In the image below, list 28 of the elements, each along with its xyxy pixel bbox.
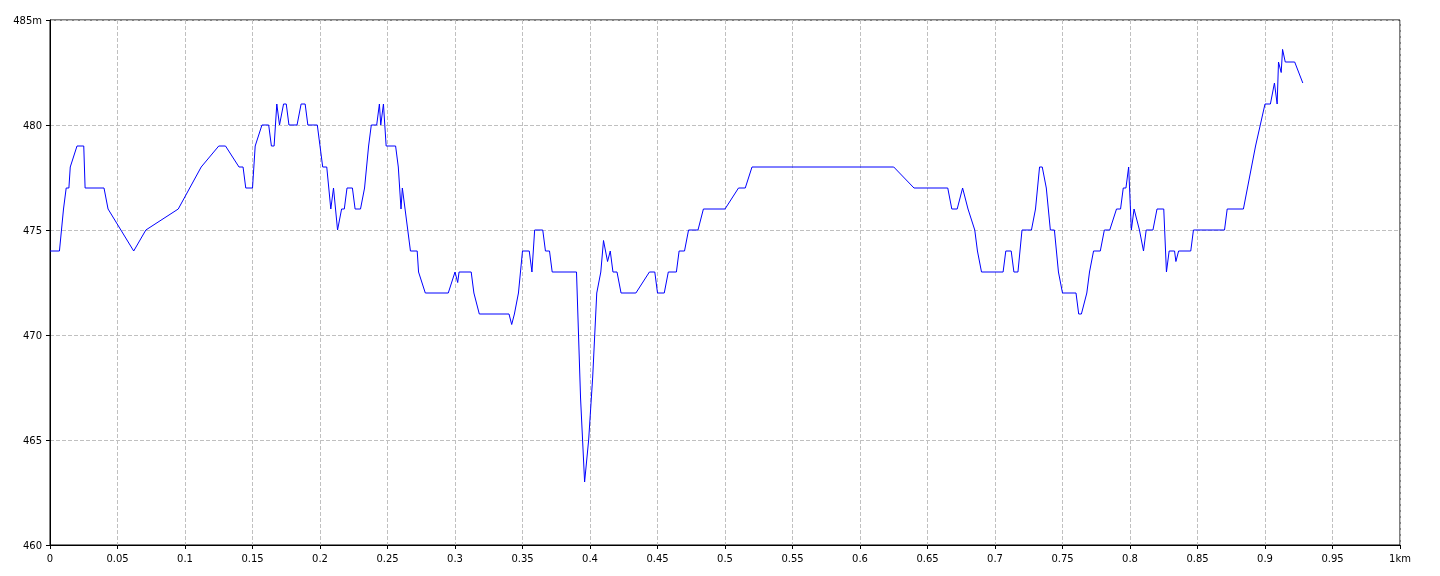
y-tick-label: 480 xyxy=(22,119,42,131)
x-tick-label: 0.35 xyxy=(511,552,534,564)
line-series xyxy=(49,48,1304,483)
y-tick-label: 470 xyxy=(22,329,42,341)
x-tick-label: 0.8 xyxy=(1122,552,1138,564)
y-tick-label: 460 xyxy=(22,539,42,551)
x-tick-label: 0.75 xyxy=(1051,552,1074,564)
x-tick-label: 0.55 xyxy=(781,552,804,564)
x-tick-label: 0.95 xyxy=(1321,552,1344,564)
x-tick-label: 0 xyxy=(46,552,54,564)
x-tick-label: 0.45 xyxy=(646,552,669,564)
x-tick-label: 1km xyxy=(1389,552,1411,564)
x-tick-label: 0.3 xyxy=(447,552,463,564)
y-tick-label: 465 xyxy=(22,434,42,446)
x-tick-label: 0.65 xyxy=(916,552,939,564)
y-tick-label: 475 xyxy=(22,224,42,236)
x-tick-label: 0.25 xyxy=(376,552,399,564)
x-tick-label: 0.5 xyxy=(717,552,733,564)
x-tick-label: 0.7 xyxy=(987,552,1003,564)
x-tick-label: 0.9 xyxy=(1257,552,1273,564)
x-tick-label: 0.1 xyxy=(177,552,193,564)
x-tick-label: 0.05 xyxy=(106,552,129,564)
y-tick-label: 485m xyxy=(13,14,42,26)
x-tick-label: 0.2 xyxy=(312,552,328,564)
x-tick-label: 0.6 xyxy=(852,552,868,564)
x-tick-label: 0.4 xyxy=(582,552,598,564)
x-tick-label: 0.85 xyxy=(1186,552,1209,564)
x-tick-label: 0.15 xyxy=(241,552,264,564)
